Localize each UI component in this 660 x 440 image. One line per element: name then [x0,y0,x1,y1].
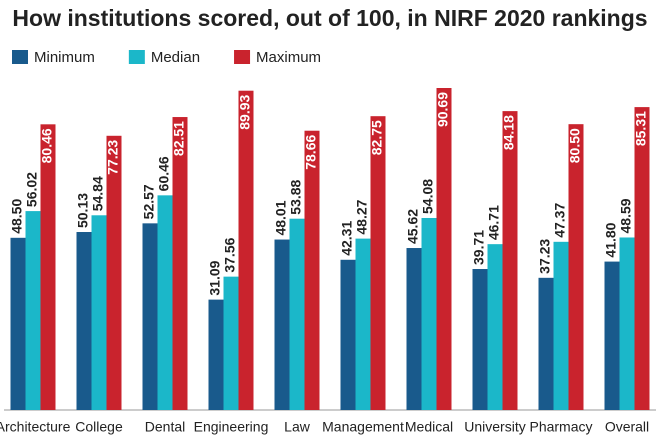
x-tick-label: Engineering [194,419,269,435]
value-label: 60.46 [156,156,172,191]
value-label: 52.57 [141,184,157,219]
bar [355,238,371,410]
bar [421,217,437,410]
chart-title: How institutions scored, out of 100, in … [12,5,647,31]
bar [238,90,254,410]
value-label: 48.50 [9,199,25,234]
bar [568,124,584,410]
legend-swatch [234,50,251,64]
x-tick-label: Medical [405,419,453,435]
bar [142,223,158,410]
bar [274,239,290,410]
value-label: 48.27 [354,199,370,234]
value-label: 90.69 [435,92,451,127]
bar [634,107,650,411]
bar [10,237,26,410]
bar [553,241,569,410]
value-label: 82.75 [369,120,385,155]
bar [340,259,356,410]
x-tick-label: University [464,419,525,435]
value-label: 37.56 [222,237,238,272]
bar [106,135,122,410]
bar [157,195,173,410]
value-label: 50.13 [75,193,91,228]
legend-label: Minimum [34,49,95,66]
value-label: 31.09 [207,260,223,295]
value-label: 53.88 [288,179,304,214]
bar [172,117,188,411]
bar [208,299,224,410]
value-label: 48.59 [618,198,634,233]
bar [223,276,239,410]
bar [40,124,56,410]
bar [406,248,422,410]
value-label: 41.80 [603,222,619,257]
x-tick-label: Architecture [0,419,71,435]
bar [436,88,452,410]
value-label: 45.62 [405,209,421,244]
value-label: 82.51 [171,121,187,156]
value-label: 39.71 [471,230,487,265]
value-label: 48.01 [273,200,289,235]
x-tick-label: Management [322,419,404,435]
value-label: 37.23 [537,239,553,274]
legend-label: Maximum [256,49,321,66]
bar [472,269,488,410]
x-tick-label: Law [284,419,311,435]
value-label: 47.37 [552,203,568,238]
legend-swatch [12,50,28,64]
bar [304,130,320,410]
bar [502,111,518,410]
value-label: 80.46 [39,128,55,163]
bar [538,277,554,410]
bar [25,211,41,410]
x-tick-label: College [75,419,123,435]
value-label: 78.66 [303,135,319,170]
value-label: 85.31 [633,111,649,146]
value-label: 89.93 [237,94,253,129]
value-label: 56.02 [24,172,40,207]
bar [604,261,620,410]
legend-swatch [128,50,145,64]
bar [487,244,503,410]
value-label: 80.50 [567,128,583,163]
value-label: 42.31 [339,221,355,256]
value-label: 46.71 [486,205,502,240]
bar [289,218,305,410]
value-label: 77.23 [105,140,121,175]
bar [91,215,107,410]
x-tick-label: Dental [145,419,185,435]
bar [76,232,92,410]
bar [370,116,386,411]
value-label: 54.84 [90,176,106,211]
x-tick-label: Pharmacy [529,419,592,435]
value-label: 54.08 [420,179,436,214]
legend-label: Median [151,49,200,66]
x-tick-label: Overall [605,419,649,435]
bar [619,237,635,410]
value-label: 84.18 [501,115,517,150]
